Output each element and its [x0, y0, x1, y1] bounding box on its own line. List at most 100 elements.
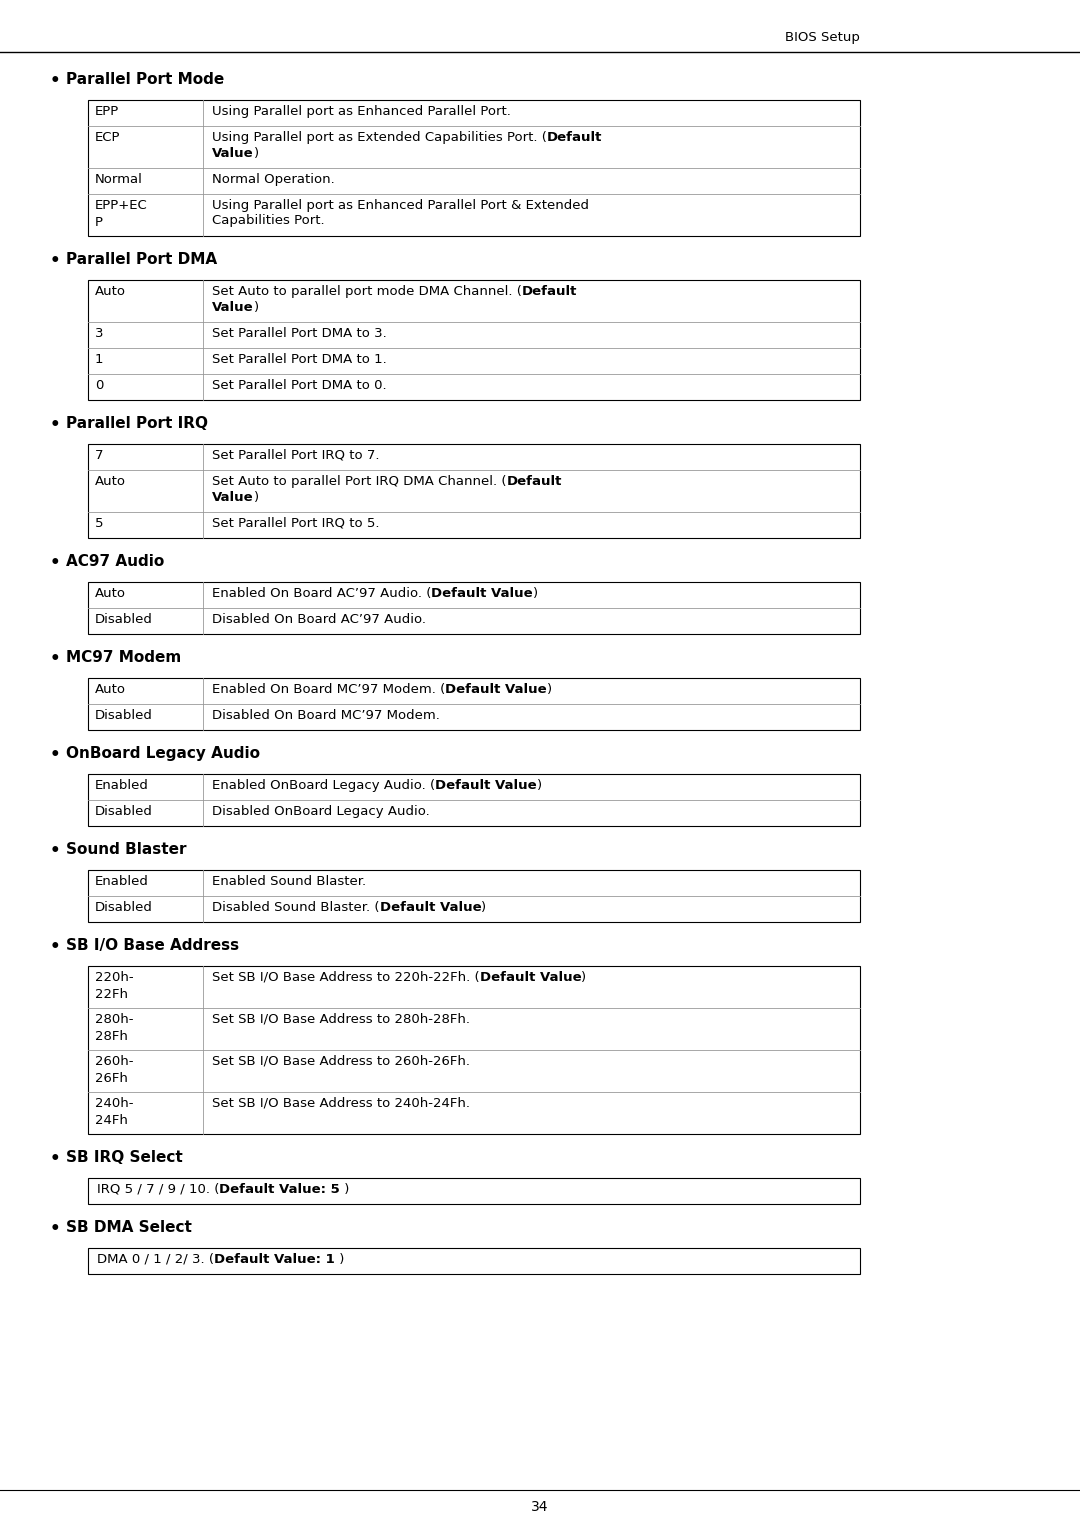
- Text: 3: 3: [95, 327, 104, 341]
- Text: EPP: EPP: [95, 105, 119, 118]
- Text: Auto: Auto: [95, 286, 126, 298]
- Text: •: •: [50, 1219, 60, 1238]
- Text: Default Value: Default Value: [379, 902, 481, 914]
- Text: Default Value: 5: Default Value: 5: [219, 1183, 340, 1196]
- Text: 5: 5: [95, 516, 104, 530]
- Text: •: •: [50, 649, 60, 668]
- Text: Disabled OnBoard Legacy Audio.: Disabled OnBoard Legacy Audio.: [212, 805, 430, 817]
- Text: ): ): [481, 902, 486, 914]
- Text: Default: Default: [522, 286, 577, 298]
- Text: Set Parallel Port DMA to 3.: Set Parallel Port DMA to 3.: [212, 327, 387, 341]
- Text: Value: Value: [212, 147, 254, 160]
- Text: SB IRQ Select: SB IRQ Select: [66, 1151, 183, 1164]
- Text: 280h-
28Fh: 280h- 28Fh: [95, 1013, 134, 1042]
- Bar: [87, 445, 860, 538]
- Text: Sound Blaster: Sound Blaster: [66, 842, 187, 857]
- Text: Enabled Sound Blaster.: Enabled Sound Blaster.: [212, 876, 366, 888]
- Text: Set SB I/O Base Address to 240h-24Fh.: Set SB I/O Base Address to 240h-24Fh.: [212, 1097, 470, 1109]
- Text: Enabled OnBoard Legacy Audio. (: Enabled OnBoard Legacy Audio. (: [212, 779, 435, 792]
- Text: 1: 1: [95, 353, 104, 367]
- Text: Default: Default: [546, 131, 603, 144]
- Text: Set Auto to parallel Port IRQ DMA Channel. (: Set Auto to parallel Port IRQ DMA Channe…: [212, 475, 507, 487]
- Bar: [87, 775, 860, 827]
- Text: Value: Value: [212, 490, 254, 504]
- Text: Set SB I/O Base Address to 280h-28Fh.: Set SB I/O Base Address to 280h-28Fh.: [212, 1013, 470, 1025]
- Bar: [87, 966, 860, 1134]
- Text: Using Parallel port as Extended Capabilities Port. (: Using Parallel port as Extended Capabili…: [212, 131, 546, 144]
- Text: •: •: [50, 252, 60, 270]
- Text: Normal: Normal: [95, 173, 143, 186]
- Bar: [87, 678, 860, 730]
- Text: Disabled: Disabled: [95, 613, 153, 626]
- Text: Set Parallel Port IRQ to 7.: Set Parallel Port IRQ to 7.: [212, 449, 379, 461]
- Text: Disabled Sound Blaster. (: Disabled Sound Blaster. (: [212, 902, 379, 914]
- Text: Parallel Port IRQ: Parallel Port IRQ: [66, 416, 208, 431]
- Text: Auto: Auto: [95, 475, 126, 487]
- Bar: [87, 1178, 860, 1204]
- Text: Disabled On Board MC’97 Modem.: Disabled On Board MC’97 Modem.: [212, 709, 440, 723]
- Text: Disabled On Board AC’97 Audio.: Disabled On Board AC’97 Audio.: [212, 613, 426, 626]
- Bar: [87, 1248, 860, 1274]
- Text: OnBoard Legacy Audio: OnBoard Legacy Audio: [66, 746, 260, 761]
- Text: ): ): [537, 779, 542, 792]
- Bar: [87, 582, 860, 634]
- Text: ): ): [254, 490, 259, 504]
- Text: Default Value: Default Value: [431, 587, 534, 601]
- Text: ): ): [254, 301, 259, 313]
- Text: Enabled: Enabled: [95, 876, 149, 888]
- Text: ECP: ECP: [95, 131, 121, 144]
- Text: Value: Value: [212, 301, 254, 313]
- Text: Set Parallel Port DMA to 0.: Set Parallel Port DMA to 0.: [212, 379, 387, 393]
- Text: Normal Operation.: Normal Operation.: [212, 173, 335, 186]
- Text: Default Value: Default Value: [480, 970, 581, 984]
- Text: Set SB I/O Base Address to 260h-26Fh.: Set SB I/O Base Address to 260h-26Fh.: [212, 1054, 470, 1068]
- Text: 0: 0: [95, 379, 104, 393]
- Bar: [87, 99, 860, 235]
- Text: Default Value: Default Value: [445, 683, 546, 695]
- Text: ): ): [546, 683, 552, 695]
- Text: 240h-
24Fh: 240h- 24Fh: [95, 1097, 134, 1126]
- Text: Disabled: Disabled: [95, 805, 153, 817]
- Text: •: •: [50, 842, 60, 860]
- Text: •: •: [50, 416, 60, 434]
- Text: Default Value: Default Value: [435, 779, 537, 792]
- Text: •: •: [50, 72, 60, 90]
- Text: Set Parallel Port IRQ to 5.: Set Parallel Port IRQ to 5.: [212, 516, 379, 530]
- Text: ): ): [534, 587, 538, 601]
- Text: Default: Default: [507, 475, 562, 487]
- Text: Auto: Auto: [95, 587, 126, 601]
- Text: EPP+EC
P: EPP+EC P: [95, 199, 148, 229]
- Bar: [87, 280, 860, 400]
- Text: Parallel Port Mode: Parallel Port Mode: [66, 72, 225, 87]
- Text: Auto: Auto: [95, 683, 126, 695]
- Text: Disabled: Disabled: [95, 902, 153, 914]
- Text: IRQ 5 / 7 / 9 / 10. (: IRQ 5 / 7 / 9 / 10. (: [97, 1183, 219, 1196]
- Text: Using Parallel port as Enhanced Parallel Port & Extended
Capabilities Port.: Using Parallel port as Enhanced Parallel…: [212, 199, 589, 228]
- Text: Enabled: Enabled: [95, 779, 149, 792]
- Text: •: •: [50, 938, 60, 957]
- Text: 220h-
22Fh: 220h- 22Fh: [95, 970, 134, 1001]
- Text: Using Parallel port as Enhanced Parallel Port.: Using Parallel port as Enhanced Parallel…: [212, 105, 511, 118]
- Text: Parallel Port DMA: Parallel Port DMA: [66, 252, 217, 267]
- Bar: [87, 869, 860, 921]
- Text: DMA 0 / 1 / 2/ 3. (: DMA 0 / 1 / 2/ 3. (: [97, 1253, 214, 1267]
- Text: Enabled On Board MC’97 Modem. (: Enabled On Board MC’97 Modem. (: [212, 683, 445, 695]
- Text: SB I/O Base Address: SB I/O Base Address: [66, 938, 239, 953]
- Text: Disabled: Disabled: [95, 709, 153, 723]
- Text: •: •: [50, 1151, 60, 1167]
- Text: Set Parallel Port DMA to 1.: Set Parallel Port DMA to 1.: [212, 353, 387, 367]
- Text: •: •: [50, 555, 60, 571]
- Text: 34: 34: [531, 1500, 549, 1514]
- Text: ): ): [335, 1253, 345, 1267]
- Text: •: •: [50, 746, 60, 764]
- Text: Enabled On Board AC’97 Audio. (: Enabled On Board AC’97 Audio. (: [212, 587, 431, 601]
- Text: ): ): [254, 147, 259, 160]
- Text: AC97 Audio: AC97 Audio: [66, 555, 164, 568]
- Text: Set Auto to parallel port mode DMA Channel. (: Set Auto to parallel port mode DMA Chann…: [212, 286, 522, 298]
- Text: Set SB I/O Base Address to 220h-22Fh. (: Set SB I/O Base Address to 220h-22Fh. (: [212, 970, 480, 984]
- Text: 7: 7: [95, 449, 104, 461]
- Text: ): ): [581, 970, 586, 984]
- Text: ): ): [340, 1183, 350, 1196]
- Text: SB DMA Select: SB DMA Select: [66, 1219, 192, 1235]
- Text: MC97 Modem: MC97 Modem: [66, 649, 181, 665]
